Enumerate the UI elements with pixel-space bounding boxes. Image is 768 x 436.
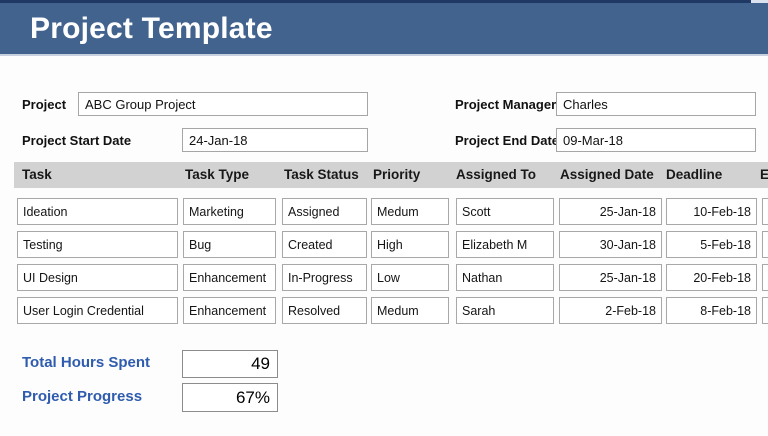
priority-cell[interactable]: Medum xyxy=(371,198,449,225)
project-manager-label: Project Manager xyxy=(455,97,557,112)
table-header-row: Task Task Type Task Status Priority Assi… xyxy=(14,162,768,188)
start-date-label: Project Start Date xyxy=(22,133,132,148)
titlebar-accent-line xyxy=(0,0,751,3)
task-type-cell[interactable]: Enhancement xyxy=(183,297,276,324)
assigned-date-cell[interactable]: 25-Jan-18 xyxy=(559,198,662,225)
table-row: UI Design Enhancement In-Progress Low Na… xyxy=(0,264,768,291)
task-status-cell[interactable]: In-Progress xyxy=(282,264,367,291)
project-progress-label: Project Progress xyxy=(22,388,143,405)
col-header-assigned-date: Assigned Date xyxy=(560,167,654,182)
task-type-cell[interactable]: Bug xyxy=(183,231,276,258)
end-date-label: Project End Date xyxy=(455,133,560,148)
task-status-cell[interactable]: Assigned xyxy=(282,198,367,225)
extra-cell[interactable] xyxy=(762,297,768,324)
deadline-cell[interactable]: 5-Feb-18 xyxy=(666,231,757,258)
col-header-task: Task xyxy=(22,167,52,182)
task-type-cell[interactable]: Marketing xyxy=(183,198,276,225)
assigned-to-cell[interactable]: Scott xyxy=(456,198,554,225)
deadline-cell[interactable]: 10-Feb-18 xyxy=(666,198,757,225)
project-manager-input[interactable]: Charles xyxy=(556,92,756,116)
col-header-extra: E xyxy=(760,167,768,182)
task-type-cell[interactable]: Enhancement xyxy=(183,264,276,291)
col-header-assigned-to: Assigned To xyxy=(456,167,537,182)
priority-cell[interactable]: Low xyxy=(371,264,449,291)
total-hours-label: Total Hours Spent xyxy=(22,354,151,371)
table-row: Ideation Marketing Assigned Medum Scott … xyxy=(0,198,768,225)
project-input[interactable]: ABC Group Project xyxy=(78,92,368,116)
task-status-cell[interactable]: Created xyxy=(282,231,367,258)
deadline-cell[interactable]: 8-Feb-18 xyxy=(666,297,757,324)
end-date-input[interactable]: 09-Mar-18 xyxy=(556,128,756,152)
project-progress-value[interactable]: 67% xyxy=(182,383,278,412)
assigned-to-cell[interactable]: Elizabeth M xyxy=(456,231,554,258)
page-title: Project Template xyxy=(30,12,273,45)
assigned-date-cell[interactable]: 2-Feb-18 xyxy=(559,297,662,324)
task-cell[interactable]: Testing xyxy=(17,231,178,258)
table-row: User Login Credential Enhancement Resolv… xyxy=(0,297,768,324)
task-cell[interactable]: User Login Credential xyxy=(17,297,178,324)
task-cell[interactable]: Ideation xyxy=(17,198,178,225)
table-row: Testing Bug Created High Elizabeth M 30-… xyxy=(0,231,768,258)
task-status-cell[interactable]: Resolved xyxy=(282,297,367,324)
total-hours-value[interactable]: 49 xyxy=(182,350,278,378)
assigned-to-cell[interactable]: Nathan xyxy=(456,264,554,291)
extra-cell[interactable] xyxy=(762,198,768,225)
titlebar: Project Template xyxy=(0,3,768,56)
assigned-to-cell[interactable]: Sarah xyxy=(456,297,554,324)
task-cell[interactable]: UI Design xyxy=(17,264,178,291)
start-date-input[interactable]: 24-Jan-18 xyxy=(182,128,368,152)
assigned-date-cell[interactable]: 30-Jan-18 xyxy=(559,231,662,258)
assigned-date-cell[interactable]: 25-Jan-18 xyxy=(559,264,662,291)
project-label: Project xyxy=(22,97,67,112)
priority-cell[interactable]: Medum xyxy=(371,297,449,324)
deadline-cell[interactable]: 20-Feb-18 xyxy=(666,264,757,291)
col-header-priority: Priority xyxy=(373,167,421,182)
priority-cell[interactable]: High xyxy=(371,231,449,258)
extra-cell[interactable] xyxy=(762,231,768,258)
extra-cell[interactable] xyxy=(762,264,768,291)
col-header-task-type: Task Type xyxy=(185,167,250,182)
col-header-deadline: Deadline xyxy=(666,167,723,182)
col-header-task-status: Task Status xyxy=(284,167,359,182)
